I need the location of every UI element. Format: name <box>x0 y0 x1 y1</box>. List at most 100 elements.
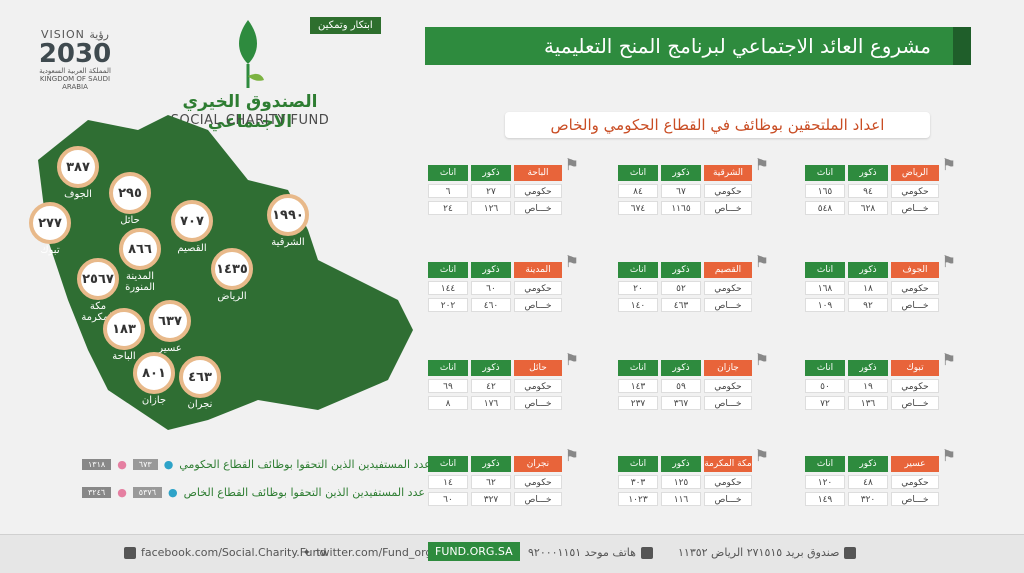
flag-icon: ⚑ <box>564 446 579 465</box>
private-row: ٢٠٢ ٤٦٠ خـــاص <box>428 298 563 312</box>
private-female: ١٤٩ <box>805 492 845 506</box>
map-pin-makkah: ٢٥٦٧ مكة المكرمة <box>72 258 124 323</box>
private-female: ١٤٠ <box>618 298 658 312</box>
header-female: اناث <box>618 165 658 181</box>
map-pin-qassim: ٧٠٧ القصيم <box>166 200 218 254</box>
gov-row: ١٤٣ ٥٩ حكومي <box>618 379 753 393</box>
card-header: اناث ذكور جازان <box>618 360 753 376</box>
gov-female: ١٤٣ <box>618 379 658 393</box>
map-pin-jazan: ٨٠١ جازان <box>128 352 180 406</box>
map-pin-jouf: ٣٨٧ الجوف <box>52 146 104 200</box>
gov-row: ١٤٤ ٦٠ حكومي <box>428 281 563 295</box>
private-label: خـــاص <box>704 492 752 506</box>
private-label: خـــاص <box>704 396 752 410</box>
gov-label: حكومي <box>704 184 752 198</box>
legend-private-text: عدد المستفيدين الذين التحقوا بوظائف القط… <box>183 486 425 499</box>
gov-row: ٥٠ ١٩ حكومي <box>805 379 940 393</box>
region-name: الجوف <box>891 262 939 278</box>
legend-private-female: ٣٢٤٦ <box>82 487 112 498</box>
flag-icon: ⚑ <box>941 446 956 465</box>
map-pin-madinah: ٨٦٦ المدينة المنورة <box>114 228 166 293</box>
private-female: ٢٠٢ <box>428 298 468 312</box>
private-female: ٢٣٧ <box>618 396 658 410</box>
private-male: ٤٦٠ <box>471 298 511 312</box>
private-male: ٣٦٧ <box>661 396 701 410</box>
gov-female: ٢٠ <box>618 281 658 295</box>
header-female: اناث <box>805 360 845 376</box>
gov-label: حكومي <box>514 184 562 198</box>
flag-icon: ⚑ <box>564 155 579 174</box>
gov-male: ١٩ <box>848 379 888 393</box>
header-male: ذكور <box>661 165 701 181</box>
gov-row: ٨٤ ٦٧ حكومي <box>618 184 753 198</box>
fund-name-arabic: الصندوق الخيري الاجتماعي <box>182 92 318 132</box>
fund-leaf-icon <box>239 20 264 88</box>
private-label: خـــاص <box>891 396 939 410</box>
vision-line3: المملكة العربية السعودية <box>39 67 111 75</box>
footer-twitter[interactable]: ✦ twitter.com/Fund_org <box>302 546 433 559</box>
map-pin-najran: ٤٦٣ نجران <box>174 356 226 410</box>
gov-row: ٦٩ ٤٢ حكومي <box>428 379 563 393</box>
header-female: اناث <box>428 456 468 472</box>
region-name: الشرقية <box>704 165 752 181</box>
gov-row: ٦ ٢٧ حكومي <box>428 184 563 198</box>
facebook-icon <box>124 546 136 559</box>
vision-line1: VISION رؤية <box>41 28 109 41</box>
gov-label: حكومي <box>891 475 939 489</box>
gov-female: ١٤٤ <box>428 281 468 295</box>
region-card: ⚑ اناث ذكور جازان ١٤٣ ٥٩ حكومي ٢٣٧ ٣٦٧ خـــاص <box>618 350 769 410</box>
vision-line2: 2030 <box>38 39 112 69</box>
gov-male: ٤٨ <box>848 475 888 489</box>
vision-line4: KINGDOM OF SAUDI ARABIA <box>39 75 111 91</box>
footer: facebook.com/Social.Charity.Fund ✦ twitt… <box>0 534 1024 573</box>
header-male: ذكور <box>661 360 701 376</box>
header-male: ذكور <box>471 456 511 472</box>
footer-facebook[interactable]: facebook.com/Social.Charity.Fund <box>124 546 326 559</box>
private-label: خـــاص <box>514 201 562 215</box>
private-row: ٢٣٧ ٣٦٧ خـــاص <box>618 396 753 410</box>
legend-gov-text: عدد المستفيدين الذين التحقوا بوظائف القط… <box>179 458 431 471</box>
private-male: ١٣٦ <box>848 396 888 410</box>
region-name: مكة المكرمة <box>704 456 752 472</box>
gov-label: حكومي <box>891 184 939 198</box>
private-row: ٢٤ ١٢٦ خـــاص <box>428 201 563 215</box>
card-header: اناث ذكور حائل <box>428 360 563 376</box>
region-name: الباحة <box>514 165 562 181</box>
card-header: اناث ذكور مكة المكرمة <box>618 456 753 472</box>
private-row: ٨ ١٧٦ خـــاص <box>428 396 563 410</box>
private-label: خـــاص <box>891 492 939 506</box>
footer-website[interactable]: FUND.ORG.SA <box>428 542 520 561</box>
private-male: ٤٦٣ <box>661 298 701 312</box>
legend-private-male: ٥٣٧٦ <box>132 487 162 498</box>
legend-gov-male: ٦٧٣ <box>132 459 158 470</box>
header-female: اناث <box>805 262 845 278</box>
private-row: ٧٢ ١٣٦ خـــاص <box>805 396 940 410</box>
gov-male: ٦٢ <box>471 475 511 489</box>
gov-row: ١٢٠ ٤٨ حكومي <box>805 475 940 489</box>
gov-female: ٦ <box>428 184 468 198</box>
legend-private: ٣٢٤٦ ● ٥٣٧٦ ● عدد المستفيدين الذين التحق… <box>82 486 425 499</box>
flag-icon: ⚑ <box>564 252 579 271</box>
card-header: اناث ذكور نجران <box>428 456 563 472</box>
private-label: خـــاص <box>891 201 939 215</box>
flag-icon: ⚑ <box>564 350 579 369</box>
header-female: اناث <box>618 360 658 376</box>
gov-row: ٢٠ ٥٢ حكومي <box>618 281 753 295</box>
twitter-icon: ✦ <box>302 546 312 559</box>
gov-male: ٩٤ <box>848 184 888 198</box>
header-male: ذكور <box>661 456 701 472</box>
header-female: اناث <box>805 456 845 472</box>
gov-label: حكومي <box>891 281 939 295</box>
page-title: مشروع العائد الاجتماعي لبرنامج المنح الت… <box>425 27 971 65</box>
gov-row: ١٤ ٦٢ حكومي <box>428 475 563 489</box>
region-card: ⚑ اناث ذكور القصيم ٢٠ ٥٢ حكومي ١٤٠ ٤٦٣ خـــاص <box>618 252 769 312</box>
private-male: ١٢٦ <box>471 201 511 215</box>
header-female: اناث <box>428 262 468 278</box>
private-female: ١٠٢٣ <box>618 492 658 506</box>
mailbox-icon <box>844 546 857 559</box>
gov-female: ١٦٥ <box>805 184 845 198</box>
header-male: ذكور <box>848 456 888 472</box>
gov-male: ٦٠ <box>471 281 511 295</box>
flag-icon: ⚑ <box>941 155 956 174</box>
